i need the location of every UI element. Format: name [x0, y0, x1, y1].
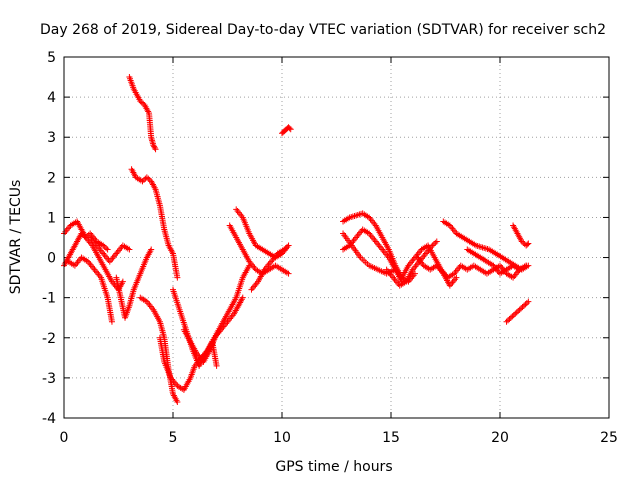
data-point [513, 309, 520, 316]
data-point [151, 144, 158, 151]
data-point [239, 294, 246, 301]
data-point [119, 278, 126, 285]
y-tick-label: 4 [47, 90, 56, 106]
data-point [108, 318, 115, 325]
data-point [139, 178, 146, 185]
data-point [510, 312, 517, 319]
series-track-d [87, 234, 133, 265]
y-tick-label: -2 [42, 331, 56, 347]
y-tick-label: 1 [47, 210, 56, 226]
data-point [79, 231, 86, 238]
data-point [81, 233, 88, 240]
series-track-f [126, 74, 159, 153]
data-point [138, 99, 145, 106]
data-point [518, 305, 525, 312]
data-point [140, 177, 147, 184]
data-point [151, 143, 158, 150]
data-point [100, 242, 107, 249]
data-point [503, 318, 510, 325]
data-point [523, 262, 530, 269]
data-point [284, 243, 291, 250]
x-tick-label: 5 [169, 430, 178, 446]
data-point [143, 174, 150, 181]
series-track-x [503, 298, 532, 325]
data-point [509, 313, 516, 320]
data-point [515, 308, 522, 315]
data-point [137, 98, 144, 105]
data-point [213, 362, 220, 369]
y-axis-label: SDTVAR / TECUs [8, 180, 24, 295]
x-tick-label: 25 [600, 430, 618, 446]
y-tick-label: 2 [47, 170, 56, 186]
data-point [512, 310, 519, 317]
data-point [525, 240, 532, 247]
data-point [504, 317, 511, 324]
data-point [506, 316, 513, 323]
data-point [429, 242, 436, 249]
series-track-o [279, 124, 294, 137]
data-point [520, 302, 527, 309]
data-point [432, 239, 439, 246]
data-point [150, 142, 157, 149]
series-track-g [128, 166, 181, 281]
series-track-t [414, 254, 460, 289]
series-track-s [383, 238, 440, 289]
data-point [126, 246, 133, 253]
plot-frame [63, 56, 610, 419]
chart-title: Day 268 of 2019, Sidereal Day-to-day VTE… [40, 22, 606, 38]
y-tick-label: 0 [47, 251, 56, 267]
grid-lines [64, 57, 609, 418]
x-tick-label: 15 [382, 430, 400, 446]
data-point [518, 238, 525, 245]
data-point [282, 245, 289, 252]
data-point [287, 126, 294, 133]
data-point [525, 298, 532, 305]
data-point [430, 241, 437, 248]
data-point [285, 270, 292, 277]
series-track-n [248, 242, 292, 293]
y-tick-label: -4 [42, 411, 56, 427]
data-point [174, 398, 181, 405]
data-point [145, 175, 152, 182]
y-tick-labels: -4 -3 -2 -1 0 1 2 3 4 5 [42, 50, 56, 427]
y-tick-label: -1 [42, 291, 56, 307]
x-tick-label: 10 [273, 430, 291, 446]
data-point [285, 242, 292, 249]
data-point [101, 243, 108, 250]
data-point [78, 230, 85, 237]
data-point [523, 300, 530, 307]
series-track-h [137, 294, 181, 405]
x-tick-labels: 0 5 10 15 20 25 [60, 430, 618, 446]
data-point [522, 301, 529, 308]
data-point [104, 246, 111, 253]
data-point [281, 246, 288, 253]
data-points [61, 74, 532, 405]
data-point [507, 314, 514, 321]
series-track-w [510, 222, 532, 249]
x-tick-label: 0 [60, 430, 69, 446]
data-point [519, 304, 526, 311]
y-tick-label: 5 [47, 50, 56, 66]
data-point [520, 239, 527, 246]
x-tick-label: 20 [491, 430, 509, 446]
series-track-v [464, 246, 530, 277]
series-track-e [113, 246, 155, 321]
y-tick-label: 3 [47, 130, 56, 146]
data-point [286, 125, 293, 132]
data-point [524, 241, 531, 248]
data-point [516, 306, 523, 313]
data-point [411, 270, 418, 277]
data-point [148, 246, 155, 253]
x-axis-label: GPS time / hours [275, 459, 392, 475]
series-track-k [170, 286, 220, 369]
data-point [152, 146, 159, 153]
data-point [433, 238, 440, 245]
data-point [103, 245, 110, 252]
data-point [453, 274, 460, 281]
series-track-u [440, 218, 532, 273]
y-tick-label: -3 [42, 371, 56, 387]
data-point [174, 274, 181, 281]
series-track-c [65, 254, 115, 325]
